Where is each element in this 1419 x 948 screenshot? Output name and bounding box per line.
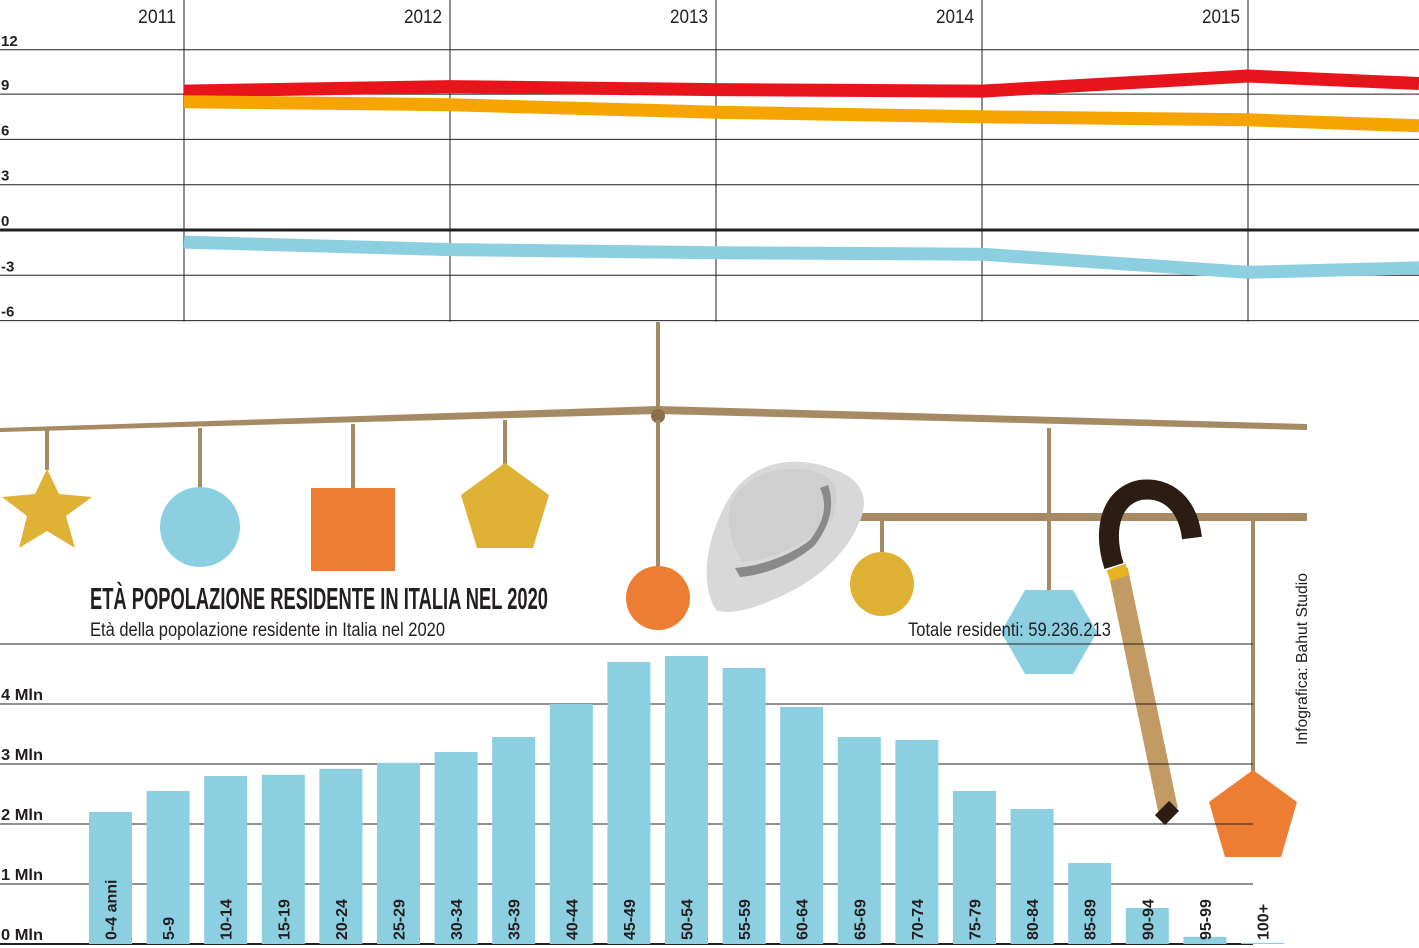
category-label: 100+ <box>1256 904 1273 940</box>
x-tick-label: 2014 <box>936 7 974 28</box>
category-label: 80-84 <box>1025 899 1042 940</box>
bar <box>549 704 593 944</box>
bar <box>607 662 651 944</box>
category-label: 35-39 <box>507 899 524 940</box>
line-series-0 <box>183 69 1419 98</box>
bar <box>89 812 132 944</box>
bar <box>895 740 939 944</box>
y-tick-label: 2 Mln <box>1 807 43 824</box>
bar <box>261 774 305 944</box>
circle-icon <box>626 566 690 630</box>
category-label: 5-9 <box>161 917 178 940</box>
y-tick-label: 12 <box>1 33 18 50</box>
bar <box>434 752 478 944</box>
x-tick-label: 2013 <box>670 7 708 28</box>
line-chart: 12 9 6 3 0 -3 -6 2011 2012 2013 2014 2015 <box>0 0 1419 322</box>
bar <box>1010 809 1054 944</box>
bar <box>1068 863 1112 944</box>
category-label: 75-79 <box>968 899 985 940</box>
x-tick-label: 2012 <box>404 7 442 28</box>
pentagon-icon <box>1209 770 1297 857</box>
y-tick-label: 4 Mln <box>1 687 43 704</box>
bar <box>204 776 248 944</box>
mobile-lower-bar <box>828 513 1307 521</box>
category-label: 50-54 <box>680 899 697 940</box>
mobile-decoration <box>0 322 1307 857</box>
category-label: 60-64 <box>795 899 812 940</box>
pentagon-icon <box>461 463 549 548</box>
chart-subtitle: Età della popolazione residente in Itali… <box>90 620 445 641</box>
bar-chart-bars <box>89 656 1284 944</box>
mobile-top-pivot <box>651 409 665 423</box>
circle-icon <box>160 487 240 567</box>
line-series-2 <box>183 235 1419 279</box>
category-label: 45-49 <box>622 899 639 940</box>
total-residents-annotation: Totale residenti: 59.236.213 <box>908 620 1111 641</box>
bar <box>146 791 190 944</box>
star-icon <box>2 469 92 548</box>
category-label: 20-24 <box>334 899 351 940</box>
bar <box>665 656 708 944</box>
category-label: 40-44 <box>564 899 581 940</box>
category-label: 65-69 <box>852 899 869 940</box>
category-label: 95-99 <box>1198 899 1215 940</box>
line-chart-y-ticks: 12 9 6 3 0 -3 -6 <box>1 33 18 321</box>
square-icon <box>311 488 395 571</box>
y-tick-label: 3 Mln <box>1 747 43 764</box>
bar-chart-y-ticks: 0 Mln 1 Mln 2 Mln 3 Mln 4 Mln <box>1 687 43 944</box>
category-label: 85-89 <box>1083 899 1100 940</box>
y-tick-label: 1 Mln <box>1 867 43 884</box>
bar <box>1241 942 1284 944</box>
bar <box>780 707 824 944</box>
y-tick-label: 3 <box>1 168 9 185</box>
bar <box>492 737 536 944</box>
category-label: 15-19 <box>276 899 293 940</box>
bar <box>319 768 363 944</box>
bar-chart-category-labels: 0-4 anni 5-9 10-14 15-19 20-24 25-29 30-34 35-3… <box>104 880 1273 940</box>
cane-icon <box>1099 479 1202 826</box>
bar <box>837 737 881 944</box>
hexagon-icon <box>1001 590 1097 674</box>
bar <box>953 791 996 944</box>
circle-icon <box>850 552 914 616</box>
category-label: 10-14 <box>219 899 236 940</box>
y-tick-label: 0 Mln <box>1 927 43 944</box>
line-chart-x-ticks: 2011 2012 2013 2014 2015 <box>138 7 1240 28</box>
category-label: 30-34 <box>449 899 466 940</box>
bar-chart: ETÀ POPOLAZIONE RESIDENTE IN ITALIA NEL … <box>0 581 1284 945</box>
credit-text: Infografica: Bahut Studio <box>1294 573 1311 745</box>
y-tick-label: -6 <box>1 304 14 321</box>
category-label: 25-29 <box>392 899 409 940</box>
x-tick-label: 2015 <box>1202 7 1240 28</box>
category-label: 0-4 anni <box>104 880 121 940</box>
category-label: 90-94 <box>1140 899 1157 940</box>
hat-icon <box>706 461 864 613</box>
line-chart-series <box>183 69 1419 279</box>
line-series-1 <box>183 95 1419 133</box>
y-tick-label: 9 <box>1 77 9 94</box>
bar <box>377 762 420 944</box>
y-tick-label: 6 <box>1 122 9 139</box>
chart-title: ETÀ POPOLAZIONE RESIDENTE IN ITALIA NEL … <box>90 581 548 616</box>
y-tick-label: -3 <box>1 258 14 275</box>
bar <box>722 668 766 944</box>
x-tick-label: 2011 <box>138 7 176 28</box>
category-label: 70-74 <box>910 899 927 940</box>
bar <box>1125 908 1169 944</box>
bar <box>1183 936 1227 944</box>
category-label: 55-59 <box>737 899 754 940</box>
y-tick-label: 0 <box>1 213 9 230</box>
